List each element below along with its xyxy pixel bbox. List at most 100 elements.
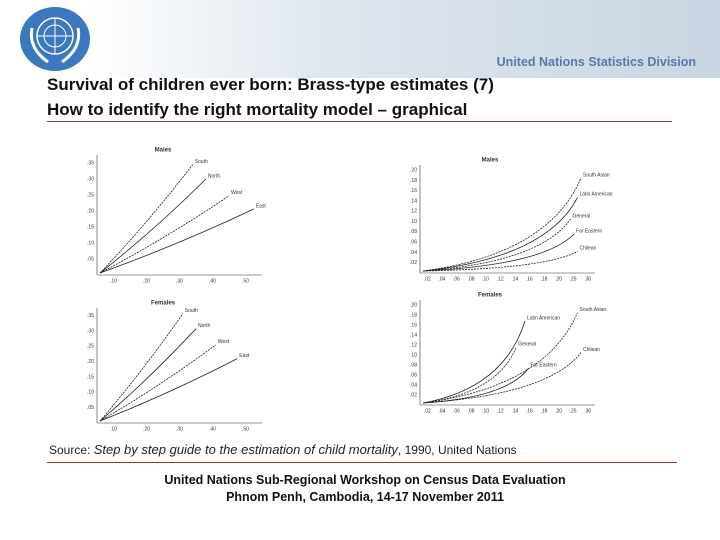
- curve-label: General: [518, 342, 536, 348]
- figure: Males .05 .10 .15 .20 .25 .30 .35 .10 .20 .30 .40 .5…: [87, 148, 613, 433]
- y-tick-label: .02: [410, 260, 417, 266]
- curve-label: Latin American: [527, 315, 560, 321]
- x-tick-label: .40: [209, 278, 216, 284]
- divider: [47, 121, 672, 122]
- source-work: Step by step guide to the estimation of …: [93, 442, 398, 457]
- x-tick-label: .25: [570, 276, 577, 282]
- y-tick-label: .12: [410, 342, 417, 348]
- x-tick-label: .04: [438, 276, 445, 282]
- curve-label: West: [231, 190, 243, 196]
- y-tick-label: .30: [87, 328, 94, 334]
- curve-label: Chilean: [580, 246, 597, 252]
- source-prefix: Source:: [49, 443, 91, 457]
- title-line: How to identify the right mortality mode…: [47, 100, 468, 119]
- curve: [422, 368, 529, 404]
- y-tick-label: .14: [410, 198, 417, 204]
- x-tick-label: .50: [242, 426, 249, 432]
- x-tick-label: .16: [526, 408, 533, 414]
- x-tick-label: .10: [110, 426, 117, 432]
- curve: [422, 197, 578, 272]
- curve: [422, 218, 571, 272]
- y-tick-label: .35: [87, 313, 94, 319]
- un-logo: [20, 7, 90, 71]
- y-tick-label: .14: [410, 332, 417, 338]
- footer-line: Phnom Penh, Cambodia, 14-17 November 201…: [226, 490, 504, 504]
- source-rest: , 1990, United Nations: [397, 443, 517, 457]
- x-tick-label: .30: [176, 278, 183, 284]
- header-band: [0, 0, 720, 78]
- y-tick-label: .04: [410, 250, 417, 256]
- y-tick-label: .30: [87, 176, 94, 182]
- panel-title: Males: [482, 158, 499, 164]
- y-tick-label: .35: [87, 160, 94, 166]
- curve: [99, 313, 184, 422]
- y-tick-label: .20: [87, 208, 94, 214]
- x-tick-label: .30: [584, 408, 591, 414]
- x-tick-label: .06: [453, 276, 460, 282]
- curve: [99, 178, 207, 274]
- y-tick-label: .20: [87, 359, 94, 365]
- panel-title: Females: [478, 293, 503, 299]
- curve-label: North: [208, 173, 220, 179]
- curve-label: Latin American: [580, 192, 613, 198]
- x-tick-label: .50: [242, 278, 249, 284]
- curve: [422, 320, 526, 404]
- x-tick-label: .02: [424, 276, 431, 282]
- curve-label: South: [195, 159, 208, 165]
- x-tick-label: .02: [424, 408, 431, 414]
- y-tick-label: .06: [410, 239, 417, 245]
- y-tick-label: .05: [87, 405, 94, 411]
- curve: [99, 328, 197, 422]
- y-tick-label: .25: [87, 344, 94, 350]
- y-tick-label: .05: [87, 256, 94, 262]
- organization: United Nations Statistics Division: [496, 55, 696, 69]
- y-tick-label: .25: [87, 192, 94, 198]
- curve-label: South: [185, 308, 198, 314]
- curve: [422, 347, 517, 404]
- y-tick-label: .10: [87, 390, 94, 396]
- title-line: Survival of children ever born: Brass-ty…: [47, 75, 494, 94]
- x-tick-label: .30: [176, 426, 183, 432]
- y-tick-label: .04: [410, 382, 417, 388]
- divider: [47, 462, 677, 463]
- x-tick-label: .10: [482, 408, 489, 414]
- curve: [99, 358, 238, 422]
- curve: [99, 208, 254, 274]
- x-tick-label: .08: [468, 276, 475, 282]
- curve: [99, 164, 194, 274]
- x-tick-label: .30: [584, 276, 591, 282]
- x-tick-label: .06: [453, 408, 460, 414]
- curve-label: South Asian: [583, 172, 610, 178]
- curve: [422, 233, 575, 272]
- x-tick-label: .25: [570, 408, 577, 414]
- y-tick-label: .10: [410, 352, 417, 358]
- x-tick-label: .08: [468, 408, 475, 414]
- x-tick-label: .18: [540, 276, 547, 282]
- y-tick-label: .10: [87, 240, 94, 246]
- x-tick-label: .20: [143, 426, 150, 432]
- source: Source: Step by step guide to the estima…: [49, 442, 517, 457]
- y-tick-label: .18: [410, 312, 417, 318]
- panel-title: Males: [155, 148, 172, 154]
- x-tick-label: .16: [526, 276, 533, 282]
- x-tick-label: .04: [438, 408, 445, 414]
- x-tick-label: .12: [497, 408, 504, 414]
- y-tick-label: .12: [410, 209, 417, 215]
- footer-line: United Nations Sub-Regional Workshop on …: [164, 473, 566, 487]
- y-tick-label: .16: [410, 322, 417, 328]
- y-tick-label: .15: [87, 374, 94, 380]
- y-tick-label: .18: [410, 178, 417, 184]
- y-tick-label: .08: [410, 362, 417, 368]
- x-tick-label: .10: [110, 278, 117, 284]
- y-tick-label: .20: [410, 302, 417, 308]
- curve-label: Far Eastern: [531, 363, 557, 369]
- curve-label: Chilean: [583, 347, 600, 353]
- y-tick-label: .06: [410, 372, 417, 378]
- panel-title: Females: [151, 301, 176, 307]
- curve: [422, 177, 582, 272]
- x-tick-label: .14: [511, 276, 518, 282]
- curve-label: General: [573, 213, 591, 219]
- y-tick-label: .15: [87, 224, 94, 230]
- y-tick-label: .10: [410, 219, 417, 225]
